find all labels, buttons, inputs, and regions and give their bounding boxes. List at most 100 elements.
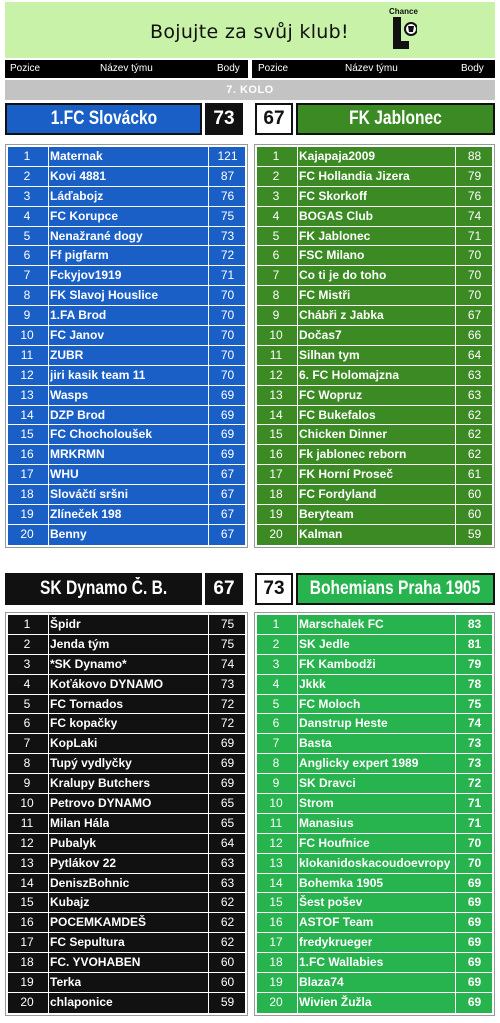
row-position: 11 xyxy=(20,815,34,830)
row-team-name: Kovi 4881 xyxy=(50,168,107,183)
cell-divider xyxy=(48,992,49,1013)
cell-divider xyxy=(208,893,209,913)
cell-divider xyxy=(48,425,49,445)
row-team-name: 1.FA Brod xyxy=(50,308,107,323)
cell-divider xyxy=(297,365,298,385)
row-position: 1 xyxy=(23,617,31,631)
cell-divider xyxy=(208,992,209,1013)
cell-divider xyxy=(48,147,49,166)
cell-divider xyxy=(455,345,456,365)
cell-divider xyxy=(48,615,49,634)
cell-divider xyxy=(455,505,456,524)
table-row: 18 1.FC Wallabies 69 xyxy=(257,953,492,974)
cell-divider xyxy=(48,505,49,524)
cell-divider xyxy=(48,873,49,893)
row-points: 69 xyxy=(220,407,235,422)
row-team-name: Anglicky expert 1989 xyxy=(299,756,419,771)
table-row: 5 FC Tornados 72 xyxy=(8,694,245,715)
row-position: 13 xyxy=(20,387,34,402)
row-team-name: FC. YVOHABEN xyxy=(50,955,141,970)
row-position: 8 xyxy=(23,756,31,771)
row-points: 87 xyxy=(220,168,235,183)
cell-divider xyxy=(208,913,209,933)
cell-divider xyxy=(208,754,209,774)
row-team-name: Kajapaja2009 xyxy=(299,149,376,163)
column-header-right: Pozice Název týmu Body xyxy=(252,60,495,78)
row-points: 69 xyxy=(467,895,482,910)
cell-divider xyxy=(297,913,298,933)
cell-divider xyxy=(208,485,209,505)
cell-divider xyxy=(297,425,298,445)
row-points: 78 xyxy=(467,676,482,691)
row-points: 73 xyxy=(220,228,235,243)
cell-divider xyxy=(208,734,209,754)
row-position: 1 xyxy=(23,149,31,163)
table-row: 10 Dočas7 66 xyxy=(257,326,492,346)
row-points: 63 xyxy=(467,387,482,402)
row-points: 72 xyxy=(220,696,235,711)
cell-divider xyxy=(455,893,456,913)
row-team-name: Láďabojz xyxy=(50,188,104,203)
cell-divider xyxy=(297,754,298,774)
row-points: 79 xyxy=(467,656,482,671)
cell-divider xyxy=(208,405,209,425)
table-row: 20 chlaponice 59 xyxy=(8,992,245,1013)
row-position: 16 xyxy=(20,915,34,930)
row-team-name: Silhan tym xyxy=(299,347,360,362)
row-position: 14 xyxy=(20,407,34,422)
row-points: 69 xyxy=(220,776,235,791)
cell-divider xyxy=(297,345,298,365)
row-points: 71 xyxy=(220,268,235,283)
table-row: 15 FC Chocholoušek 69 xyxy=(8,425,245,446)
cell-divider xyxy=(208,226,209,246)
row-position: 6 xyxy=(23,248,31,263)
row-points: 70 xyxy=(220,288,235,303)
table-row: 2 Jenda tým 75 xyxy=(8,634,245,655)
row-team-name: Kubajz xyxy=(50,895,90,910)
table-row: 14 DZP Brod 69 xyxy=(8,405,245,426)
cell-divider xyxy=(297,465,298,485)
cell-divider xyxy=(455,266,456,286)
cell-divider xyxy=(455,694,456,714)
row-points: 69 xyxy=(467,915,482,930)
row-team-name: Danstrup Heste xyxy=(299,716,388,731)
row-team-name: FK Kambodži xyxy=(299,656,376,671)
cell-divider xyxy=(297,953,298,973)
cell-divider xyxy=(455,833,456,853)
banner-title: Bojujte za svůj klub! xyxy=(150,21,349,43)
cell-divider xyxy=(208,674,209,694)
row-position: 4 xyxy=(23,208,31,223)
row-position: 16 xyxy=(20,447,34,462)
row-points: 75 xyxy=(220,208,235,223)
cell-divider xyxy=(48,405,49,425)
cell-divider xyxy=(297,485,298,505)
row-points: 83 xyxy=(467,617,482,631)
row-team-name: Šest pošev xyxy=(299,895,363,910)
row-position: 14 xyxy=(269,875,283,890)
row-team-name: FC Korupce xyxy=(50,208,119,223)
row-position: 19 xyxy=(269,507,283,522)
row-team-name: fredykrueger xyxy=(299,935,373,950)
cell-divider xyxy=(48,206,49,226)
team-score-home: 67 xyxy=(205,573,243,605)
row-team-name: Benny xyxy=(50,526,87,541)
row-position: 3 xyxy=(272,656,280,671)
row-points: 72 xyxy=(220,248,235,263)
row-position: 15 xyxy=(269,895,283,910)
cell-divider xyxy=(208,634,209,654)
cell-divider xyxy=(455,405,456,425)
row-team-name: KopLaki xyxy=(50,736,98,751)
table-row: 5 FC Moloch 75 xyxy=(257,694,492,715)
row-points: 62 xyxy=(467,407,482,422)
row-team-name: FC Janov xyxy=(50,328,105,343)
table-row: 17 FC Sepultura 62 xyxy=(8,933,245,954)
cell-divider xyxy=(455,714,456,734)
row-team-name: Wivien Žužla xyxy=(299,994,372,1009)
cell-divider xyxy=(297,813,298,833)
row-team-name: FC Mistři xyxy=(299,288,351,303)
team-name: 1.FC Slovácko xyxy=(50,108,157,129)
cell-divider xyxy=(48,634,49,654)
team-score-away: 67 xyxy=(255,103,293,135)
table-row: 1 Kajapaja2009 88 xyxy=(257,147,492,167)
chance-l-icon xyxy=(393,17,417,49)
